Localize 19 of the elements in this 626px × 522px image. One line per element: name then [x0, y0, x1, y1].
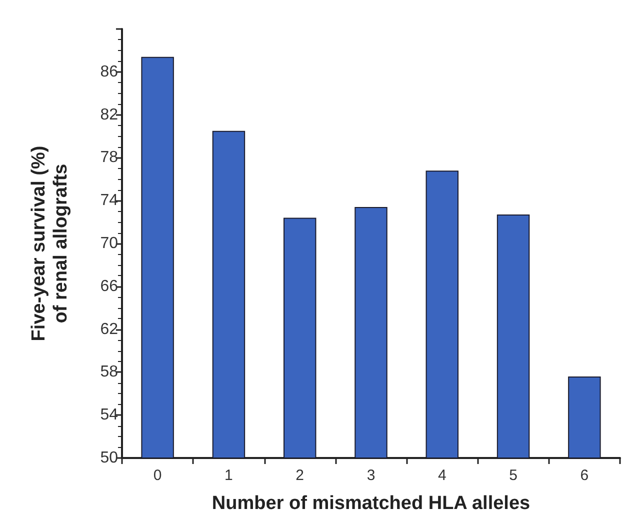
x-tick-label: 2 — [296, 467, 304, 484]
y-tick-label: 78 — [100, 149, 118, 166]
y-tick-label: 54 — [100, 406, 118, 424]
x-tick-label: 1 — [224, 467, 233, 484]
y-tick-label: 70 — [100, 235, 118, 252]
y-tick-label: 62 — [100, 320, 118, 338]
x-tick-label: 0 — [153, 467, 162, 484]
y-tick-label: 50 — [100, 450, 118, 466]
x-tick-label: 5 — [509, 467, 518, 484]
y-tick-label: 82 — [100, 106, 118, 124]
y-tick-label: 66 — [100, 278, 118, 295]
x-tick-label: 6 — [580, 467, 589, 484]
x-tick-label: 4 — [438, 467, 446, 484]
y-axis-title: Five-year survival (%) of renal allografts — [28, 146, 72, 342]
x-axis-title: Number of mismatched HLA alleles — [212, 493, 530, 514]
y-tick-label: 58 — [100, 364, 118, 381]
y-tick-label: 74 — [100, 192, 118, 210]
y-tick-label: 86 — [100, 63, 118, 80]
x-tick-label: 3 — [366, 467, 376, 484]
